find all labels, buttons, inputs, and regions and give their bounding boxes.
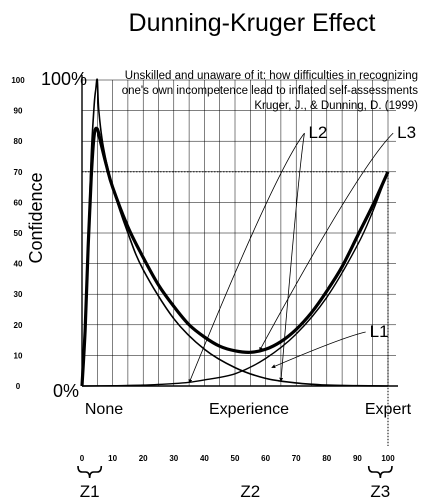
zone-label-z1: Z1	[80, 482, 100, 501]
y-tick-label: 20	[14, 321, 23, 330]
zones: Z1 Z2 Z3	[77, 465, 393, 501]
zone-label-z3: Z3	[370, 482, 390, 501]
y-mark-top: 100%	[41, 69, 87, 89]
y-tick-label: 60	[14, 198, 23, 207]
y-tick-label: 80	[14, 137, 23, 146]
arrows	[188, 132, 394, 384]
arrow-l2	[279, 133, 305, 382]
x-tick-label: 0	[80, 454, 85, 463]
x-tick-label: 70	[292, 454, 301, 463]
subtitle-line: Kruger, J., & Dunning, D. (1999)	[254, 100, 418, 112]
curve-label-l2: L2	[308, 123, 327, 142]
chart-title: Dunning-Kruger Effect	[129, 9, 376, 37]
subtitle: Unskilled and unaware of it: how difficu…	[122, 70, 418, 112]
curve-labels: L2 L3 L1	[308, 123, 416, 341]
y-tick-label: 30	[14, 290, 23, 299]
zone-brace	[367, 465, 393, 479]
y-tick-labels: 0 10 20 30 40 50 60 70 80 90 100	[11, 76, 25, 391]
y-tick-label: 10	[14, 351, 23, 360]
x-tick-label: 30	[169, 454, 178, 463]
arrow-l1	[271, 331, 366, 369]
subtitle-line: Unskilled and unaware of it: how difficu…	[125, 70, 418, 82]
x-tick-label: 90	[353, 454, 362, 463]
x-tick-label: 80	[322, 454, 331, 463]
y-axis-label: Confidence	[26, 172, 46, 263]
curve-label-l3: L3	[397, 123, 416, 142]
x-label-experience: Experience	[209, 401, 289, 418]
x-tick-label: 60	[261, 454, 270, 463]
subtitle-line: one's own incompetence lead to inflated …	[122, 85, 418, 97]
y-tick-label: 70	[14, 168, 23, 177]
x-tick-label: 100	[381, 454, 395, 463]
y-tick-label: 100	[11, 76, 25, 85]
y-tick-label: 40	[14, 260, 23, 269]
arrow-l2	[188, 132, 305, 384]
y-tick-label: 0	[16, 382, 21, 391]
curves	[80, 78, 390, 387]
reference-lines	[82, 171, 389, 446]
zone-brace	[77, 465, 103, 479]
arrow-l3	[259, 132, 394, 352]
zone-label-z2: Z2	[240, 482, 260, 501]
curve-l1	[81, 171, 389, 387]
y-tick-label: 50	[14, 229, 23, 238]
x-tick-label: 40	[200, 454, 209, 463]
x-label-none: None	[85, 401, 123, 418]
curve-l3	[80, 126, 390, 387]
y-tick-label: 90	[14, 107, 23, 116]
curve-label-l1: L1	[370, 322, 389, 341]
y-mark-bottom: 0%	[53, 381, 79, 401]
x-tick-label: 10	[108, 454, 117, 463]
x-tick-labels: 0 10 20 30 40 50 60 70 80 90 100	[80, 454, 395, 463]
x-tick-label: 20	[139, 454, 148, 463]
x-tick-label: 50	[231, 454, 240, 463]
